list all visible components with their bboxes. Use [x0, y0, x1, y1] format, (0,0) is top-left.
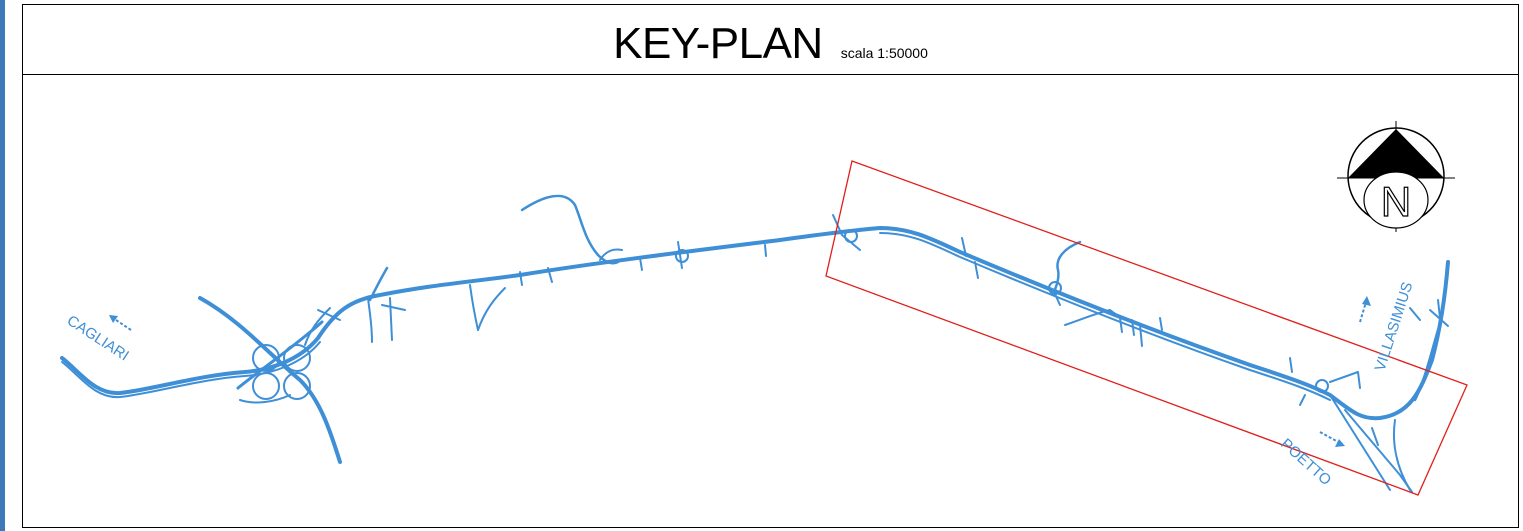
- scale-label: scala 1:50000: [840, 45, 928, 61]
- place-label-villasimius: VILLASIMIUS: [1372, 280, 1417, 373]
- villasimius-direction-arrow: [1359, 296, 1371, 323]
- side-roads: [317, 194, 1449, 493]
- compass-letter: N: [1381, 178, 1411, 225]
- highlighted-section: [825, 160, 1468, 496]
- cagliari-direction-arrow: [109, 315, 132, 331]
- page-title: KEY-PLAN: [613, 19, 823, 68]
- main-road: [60, 226, 1450, 421]
- sheet-edge-bar: [0, 0, 5, 531]
- north-arrow-icon: N: [1337, 121, 1455, 232]
- place-label-poetto: POETTO: [1277, 435, 1334, 489]
- title-block: KEY-PLAN scala 1:50000: [22, 4, 1519, 75]
- poetto-direction-arrow: [1319, 431, 1345, 447]
- clover-interchange: [198, 296, 342, 464]
- place-label-cagliari: CAGLIARI: [64, 312, 132, 364]
- drawing-frame: [22, 4, 1519, 528]
